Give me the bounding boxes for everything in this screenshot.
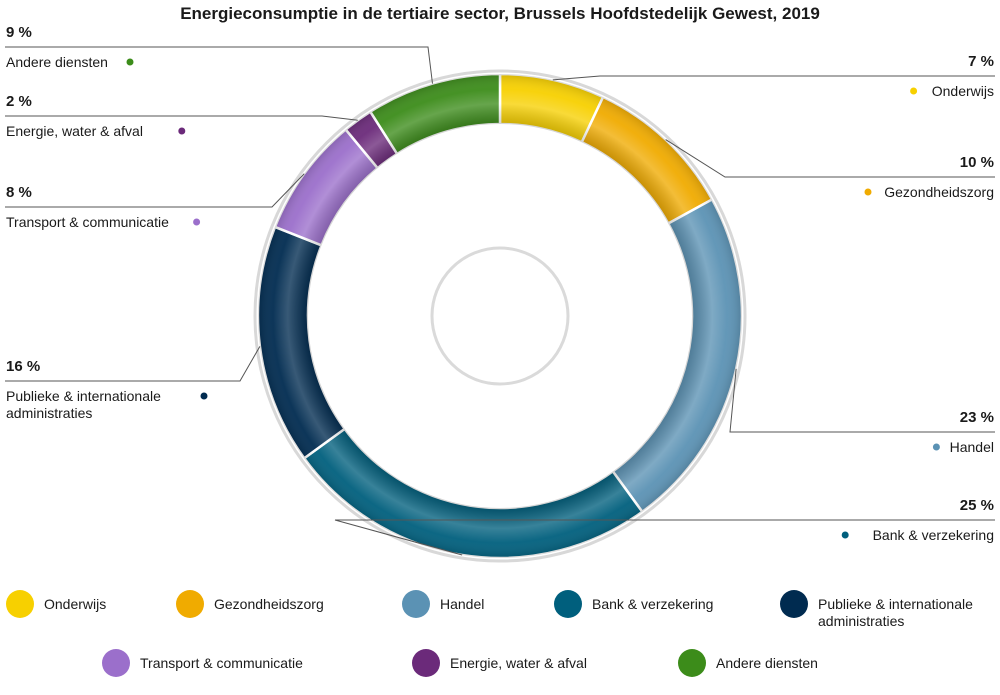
category-label-publieke-and-internationale-administraties: Publieke & internationale administraties (6, 388, 161, 421)
chart-title: Energieconsumptie in de tertiaire sector… (180, 4, 820, 23)
pct-label-andere-diensten: 9 % (6, 24, 32, 41)
slice-publieke-and-internationale-administraties (256, 225, 347, 460)
slice-andere-diensten (368, 72, 502, 156)
category-label-handel: Handel (950, 439, 994, 455)
legend-label-handel: Handel (440, 596, 484, 612)
leader-line-handel (729, 368, 995, 433)
leader-line-transport-and-communicatie (5, 173, 305, 208)
leader-line-publieke-and-internationale-administraties (5, 346, 261, 382)
category-label-andere-diensten: Andere diensten (6, 54, 108, 70)
legend-label-onderwijs: Onderwijs (44, 596, 106, 612)
leader-line-gezondheidszorg (665, 139, 995, 178)
label-dot-onderwijs (910, 87, 918, 95)
pct-label-handel: 23 % (960, 409, 994, 426)
category-label-gezondheidszorg: Gezondheidszorg (884, 184, 994, 200)
leader-line-onderwijs (552, 75, 995, 81)
label-dot-bank-and-verzekering (841, 531, 849, 539)
legend-label-gezondheidszorg: Gezondheidszorg (214, 596, 324, 612)
legend-swatch-bank-and-verzekering (554, 590, 582, 618)
leader-line-andere-diensten (5, 46, 433, 84)
leader-line-bank-and-verzekering (334, 519, 995, 556)
legend-swatch-energie-water-and-afval (412, 649, 440, 677)
legend-swatch-transport-and-communicatie (102, 649, 130, 677)
label-dot-gezondheidszorg (864, 188, 872, 196)
legend-label-publieke-and-internationale-administraties: Publieke & internationale administraties (818, 596, 973, 629)
legend-swatch-publieke-and-internationale-administraties (780, 590, 808, 618)
legend-swatch-andere-diensten (678, 649, 706, 677)
legend-label-bank-and-verzekering: Bank & verzekering (592, 596, 713, 612)
slice-gezondheidszorg (580, 95, 714, 226)
pct-label-transport-and-communicatie: 8 % (6, 184, 32, 201)
pct-label-publieke-and-internationale-administraties: 16 % (6, 358, 40, 375)
legend-label-andere-diensten: Andere diensten (716, 655, 818, 671)
pct-label-onderwijs: 7 % (968, 53, 994, 70)
legend-swatch-onderwijs (6, 590, 34, 618)
legend-label-energie-water-and-afval: Energie, water & afval (450, 655, 587, 671)
label-dot-transport-and-communicatie (193, 218, 201, 226)
leader-line-energie-water-and-afval (5, 115, 358, 121)
category-label-transport-and-communicatie: Transport & communicatie (6, 214, 169, 230)
outer-ring (253, 69, 747, 563)
label-dot-handel (932, 443, 940, 451)
slice-bank-and-verzekering (302, 427, 644, 560)
category-label-bank-and-verzekering: Bank & verzekering (873, 527, 994, 543)
label-dot-publieke-and-internationale-administraties (200, 392, 208, 400)
category-label-onderwijs: Onderwijs (932, 83, 994, 99)
center-ring (430, 246, 570, 386)
category-label-energie-water-and-afval: Energie, water & afval (6, 123, 143, 139)
pct-label-energie-water-and-afval: 2 % (6, 93, 32, 110)
label-dot-andere-diensten (126, 58, 134, 66)
legend-swatch-handel (402, 590, 430, 618)
slice-handel (611, 197, 744, 514)
legend-swatch-gezondheidszorg (176, 590, 204, 618)
pct-label-bank-and-verzekering: 25 % (960, 497, 994, 514)
pct-label-gezondheidszorg: 10 % (960, 154, 994, 171)
legend-label-transport-and-communicatie: Transport & communicatie (140, 655, 303, 671)
label-dot-energie-water-and-afval (178, 127, 186, 135)
